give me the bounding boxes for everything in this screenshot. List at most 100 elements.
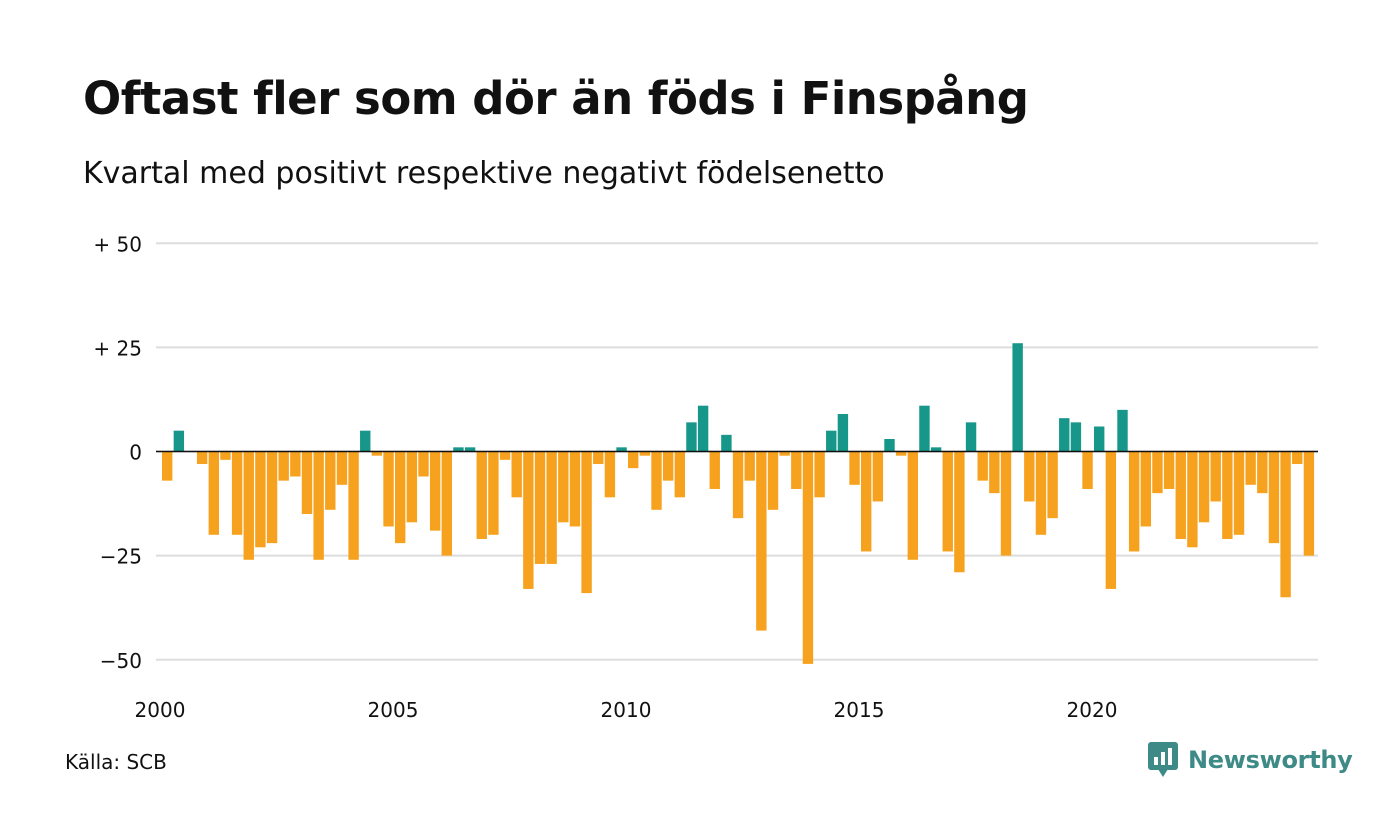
bar-q27 <box>464 447 476 452</box>
bar-q96 <box>1268 451 1280 544</box>
bar-q88 <box>1175 451 1186 539</box>
bar-q35 <box>558 451 569 523</box>
bar-q76 <box>1035 451 1047 535</box>
chart-title: Oftast fler som dör än föds i Finspång <box>83 72 1029 125</box>
bars <box>156 343 1318 664</box>
bar-q67 <box>930 447 942 452</box>
bar-q84 <box>1128 451 1140 552</box>
bar-q40 <box>616 447 627 452</box>
bar-q24 <box>429 451 441 531</box>
bar-q99 <box>1303 451 1315 556</box>
y-tick-label: −50 <box>100 649 142 673</box>
bar-q52 <box>756 451 767 631</box>
bar-q38 <box>593 451 604 464</box>
x-tick-label: 2005 <box>368 698 419 722</box>
bar-q44 <box>662 451 674 481</box>
bar-q94 <box>1245 451 1256 485</box>
x-tick-label: 2020 <box>1067 698 1118 722</box>
source-note: Källa: SCB <box>65 750 167 774</box>
bar-q74 <box>1012 343 1023 452</box>
bar-q17 <box>348 451 359 560</box>
bar-q73 <box>1000 451 1012 556</box>
bar-q10 <box>266 451 278 544</box>
bar-q18 <box>360 430 371 452</box>
bar-q68 <box>942 451 953 552</box>
bar-q63 <box>884 439 895 452</box>
bar-q93 <box>1233 451 1245 535</box>
bar-q43 <box>651 451 662 510</box>
bar-q36 <box>569 451 581 527</box>
bar-q15 <box>325 451 336 510</box>
bar-q54 <box>779 451 790 456</box>
y-tick-label: −25 <box>100 545 142 569</box>
bar-q49 <box>721 434 732 452</box>
bar-q51 <box>744 451 755 481</box>
y-tick-label: + 25 <box>93 336 142 360</box>
bar-q60 <box>849 451 860 485</box>
bar-q87 <box>1163 451 1175 489</box>
bar-q37 <box>581 451 592 594</box>
bar-q25 <box>441 451 452 556</box>
bar-q39 <box>604 451 616 498</box>
bar-q72 <box>989 451 1000 494</box>
bar-q70 <box>965 422 977 452</box>
bar-q95 <box>1257 451 1268 494</box>
bar-q21 <box>395 451 406 544</box>
bar-q7 <box>231 451 243 535</box>
bar-q64 <box>895 451 907 456</box>
bar-q45 <box>674 451 685 498</box>
bar-q1 <box>162 451 173 481</box>
x-tick-label: 2010 <box>601 698 652 722</box>
bar-q32 <box>523 451 534 589</box>
bar-q89 <box>1187 451 1198 548</box>
bar-q56 <box>802 451 814 664</box>
bar-q12 <box>290 451 301 477</box>
chart-subtitle: Kvartal med positivt respektive negativt… <box>83 156 885 191</box>
bar-q13 <box>301 451 313 514</box>
bar-q4 <box>196 451 208 464</box>
bar-q82 <box>1105 451 1117 589</box>
bar-q65 <box>907 451 918 560</box>
bar-q30 <box>499 451 511 460</box>
bar-q78 <box>1059 418 1070 452</box>
bar-chart: + 50 + 25 0 −25 −50 2000 2005 2010 2015 2020 <box>93 232 1318 722</box>
newsworthy-logo-text: Newsworthy <box>1188 746 1353 774</box>
bar-q92 <box>1222 451 1233 539</box>
bar-q29 <box>488 451 499 535</box>
bar-q81 <box>1094 426 1105 452</box>
newsworthy-logo-icon <box>1148 742 1178 777</box>
bar-q22 <box>406 451 418 523</box>
bar-q20 <box>383 451 394 527</box>
y-tick-label: 0 <box>129 441 142 465</box>
bar-q50 <box>732 451 744 519</box>
bar-q47 <box>697 405 709 452</box>
bar-q91 <box>1210 451 1221 502</box>
bar-q31 <box>511 451 522 498</box>
bar-q34 <box>546 451 557 564</box>
bar-q59 <box>837 414 849 452</box>
bar-q9 <box>255 451 266 548</box>
bar-q86 <box>1152 451 1163 494</box>
newsworthy-logo: Newsworthy <box>1148 742 1353 778</box>
bar-q98 <box>1292 451 1303 464</box>
bar-q14 <box>313 451 324 560</box>
bar-q71 <box>977 451 988 481</box>
bar-q46 <box>686 422 697 452</box>
bar-q69 <box>954 451 965 573</box>
bar-q41 <box>628 451 639 469</box>
bar-q28 <box>476 451 487 539</box>
bar-q83 <box>1117 409 1128 452</box>
bar-q2 <box>173 430 185 452</box>
bar-q85 <box>1140 451 1151 527</box>
bar-q11 <box>278 451 289 481</box>
x-tick-label: 2015 <box>834 698 885 722</box>
bar-q97 <box>1280 451 1291 598</box>
bar-q55 <box>791 451 802 489</box>
bar-q16 <box>336 451 348 485</box>
bar-q90 <box>1198 451 1210 523</box>
bar-q77 <box>1047 451 1058 519</box>
bar-q58 <box>826 430 837 452</box>
bar-q80 <box>1082 451 1093 489</box>
bar-q8 <box>243 451 254 560</box>
y-tick-label: + 50 <box>93 232 142 256</box>
